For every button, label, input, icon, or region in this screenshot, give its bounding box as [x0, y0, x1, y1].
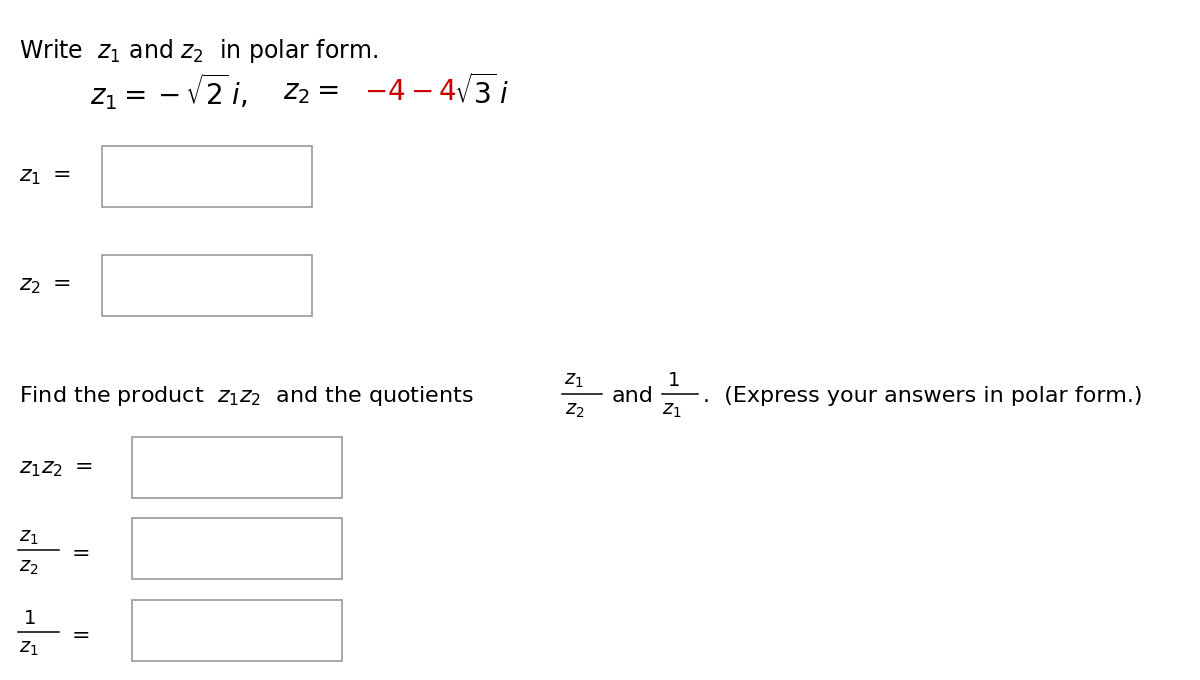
- Text: Write  $z_1$ and $z_2$  in polar form.: Write $z_1$ and $z_2$ in polar form.: [19, 37, 378, 65]
- FancyBboxPatch shape: [132, 518, 342, 579]
- Text: $z_1\ =$: $z_1\ =$: [19, 167, 71, 187]
- Text: $z_2$: $z_2$: [19, 558, 38, 577]
- FancyBboxPatch shape: [102, 255, 312, 316]
- Text: $z_1$: $z_1$: [19, 639, 38, 658]
- Text: $-4 - 4$: $-4 - 4$: [364, 78, 457, 106]
- Text: $z_2 = $: $z_2 = $: [283, 78, 338, 106]
- Text: $z_1z_2\ =$: $z_1z_2\ =$: [19, 459, 94, 479]
- FancyBboxPatch shape: [132, 600, 342, 661]
- Text: $z_1$: $z_1$: [564, 371, 583, 390]
- Text: $=$: $=$: [67, 542, 90, 562]
- Text: $1$: $1$: [23, 609, 36, 628]
- FancyBboxPatch shape: [132, 437, 342, 498]
- Text: $1$: $1$: [667, 371, 680, 390]
- Text: $=$: $=$: [67, 624, 90, 644]
- Text: $z_1$: $z_1$: [662, 401, 682, 420]
- Text: and: and: [612, 386, 654, 406]
- Text: $z_2\ =$: $z_2\ =$: [19, 275, 71, 296]
- Text: $\sqrt{3}\,i$: $\sqrt{3}\,i$: [454, 74, 509, 109]
- Text: $z_1$: $z_1$: [19, 528, 38, 547]
- Text: $z_2$: $z_2$: [565, 401, 584, 420]
- FancyBboxPatch shape: [102, 146, 312, 207]
- Text: $z_1 = -\sqrt{2}\,i,$: $z_1 = -\sqrt{2}\,i,$: [90, 71, 247, 112]
- Text: .  (Express your answers in polar form.): . (Express your answers in polar form.): [703, 386, 1142, 406]
- Text: Find the product  $z_1z_2$  and the quotients: Find the product $z_1z_2$ and the quotie…: [19, 384, 474, 408]
